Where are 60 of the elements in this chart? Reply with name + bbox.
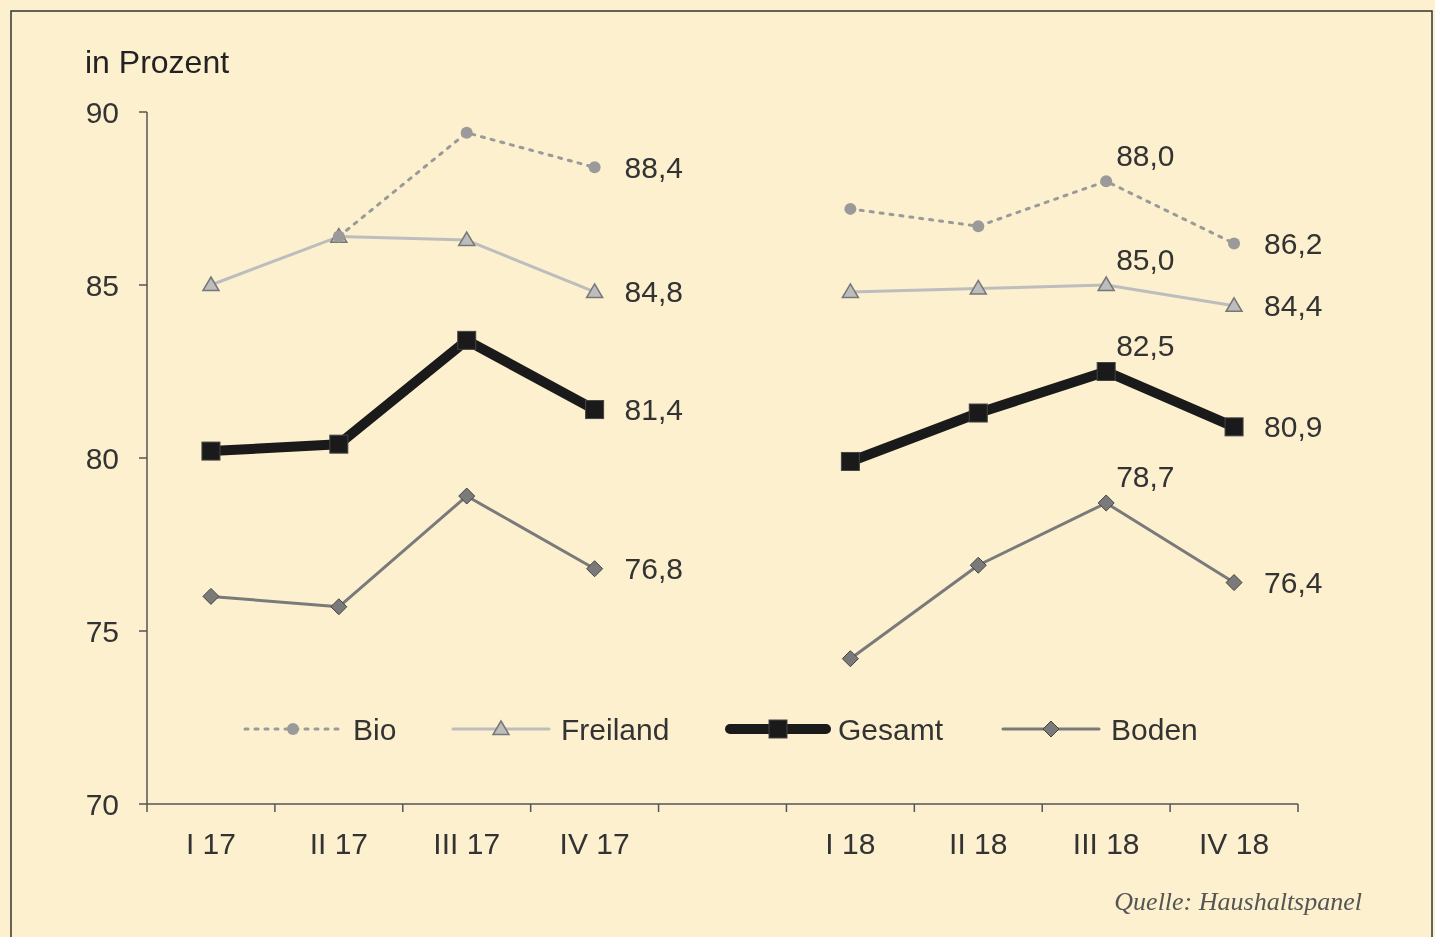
x-tick-label: I 18 xyxy=(825,827,876,860)
point xyxy=(841,283,860,299)
legend-label: Gesamt xyxy=(838,712,944,746)
x-tick-label: III 18 xyxy=(1072,827,1140,860)
y-tick-label: 80 xyxy=(85,441,119,475)
x-tick-label: III 17 xyxy=(433,827,501,860)
point xyxy=(330,598,348,616)
point xyxy=(1097,276,1115,292)
y-tick-label: 75 xyxy=(85,614,119,648)
y-axis-title: in Prozent xyxy=(85,44,230,80)
x-tick-label: I 17 xyxy=(185,827,236,860)
legend-label: Bio xyxy=(353,712,397,746)
source-note: Quelle: Haushaltspanel xyxy=(1114,887,1362,916)
point xyxy=(972,220,985,233)
point xyxy=(457,231,476,247)
data-label: 84,4 xyxy=(1264,289,1323,323)
data-label: 88,4 xyxy=(624,150,683,184)
data-label: 80,9 xyxy=(1264,410,1323,444)
point xyxy=(460,126,473,139)
y-tick-label: 85 xyxy=(85,268,119,302)
point xyxy=(969,279,988,295)
point xyxy=(1100,175,1113,188)
point xyxy=(1225,574,1243,592)
point xyxy=(458,487,476,505)
x-tick-label: IV 18 xyxy=(1199,827,1270,860)
legend-label: Boden xyxy=(1111,712,1198,746)
point xyxy=(1228,237,1241,250)
x-tick-label: IV 17 xyxy=(559,827,630,860)
point xyxy=(840,451,860,471)
legend-label: Freiland xyxy=(561,712,670,746)
point xyxy=(202,276,220,292)
data-label: 76,8 xyxy=(624,552,683,586)
x-tick-label: II 18 xyxy=(949,827,1008,860)
point xyxy=(841,650,859,668)
data-label: 76,4 xyxy=(1264,566,1323,600)
point xyxy=(1224,417,1244,437)
y-tick-label: 70 xyxy=(85,787,119,821)
point xyxy=(588,161,601,174)
data-label: 81,4 xyxy=(624,393,683,427)
data-label: 88,0 xyxy=(1116,138,1175,172)
point xyxy=(969,556,987,574)
point xyxy=(457,330,477,350)
point xyxy=(202,587,220,605)
point xyxy=(585,283,604,299)
data-label: 78,7 xyxy=(1116,460,1175,494)
point xyxy=(1097,494,1115,512)
data-label: 84,8 xyxy=(624,275,683,309)
point xyxy=(586,560,604,578)
data-label: 82,5 xyxy=(1116,329,1175,362)
point xyxy=(968,403,988,423)
data-label: 85,0 xyxy=(1116,242,1175,276)
y-tick-label: 90 xyxy=(85,95,119,129)
point xyxy=(201,441,221,461)
x-tick-label: II 17 xyxy=(309,827,369,860)
data-label: 86,2 xyxy=(1264,226,1323,260)
point xyxy=(329,434,349,454)
point xyxy=(844,202,857,215)
point xyxy=(1096,362,1116,381)
point xyxy=(1225,297,1243,313)
point xyxy=(585,400,605,420)
